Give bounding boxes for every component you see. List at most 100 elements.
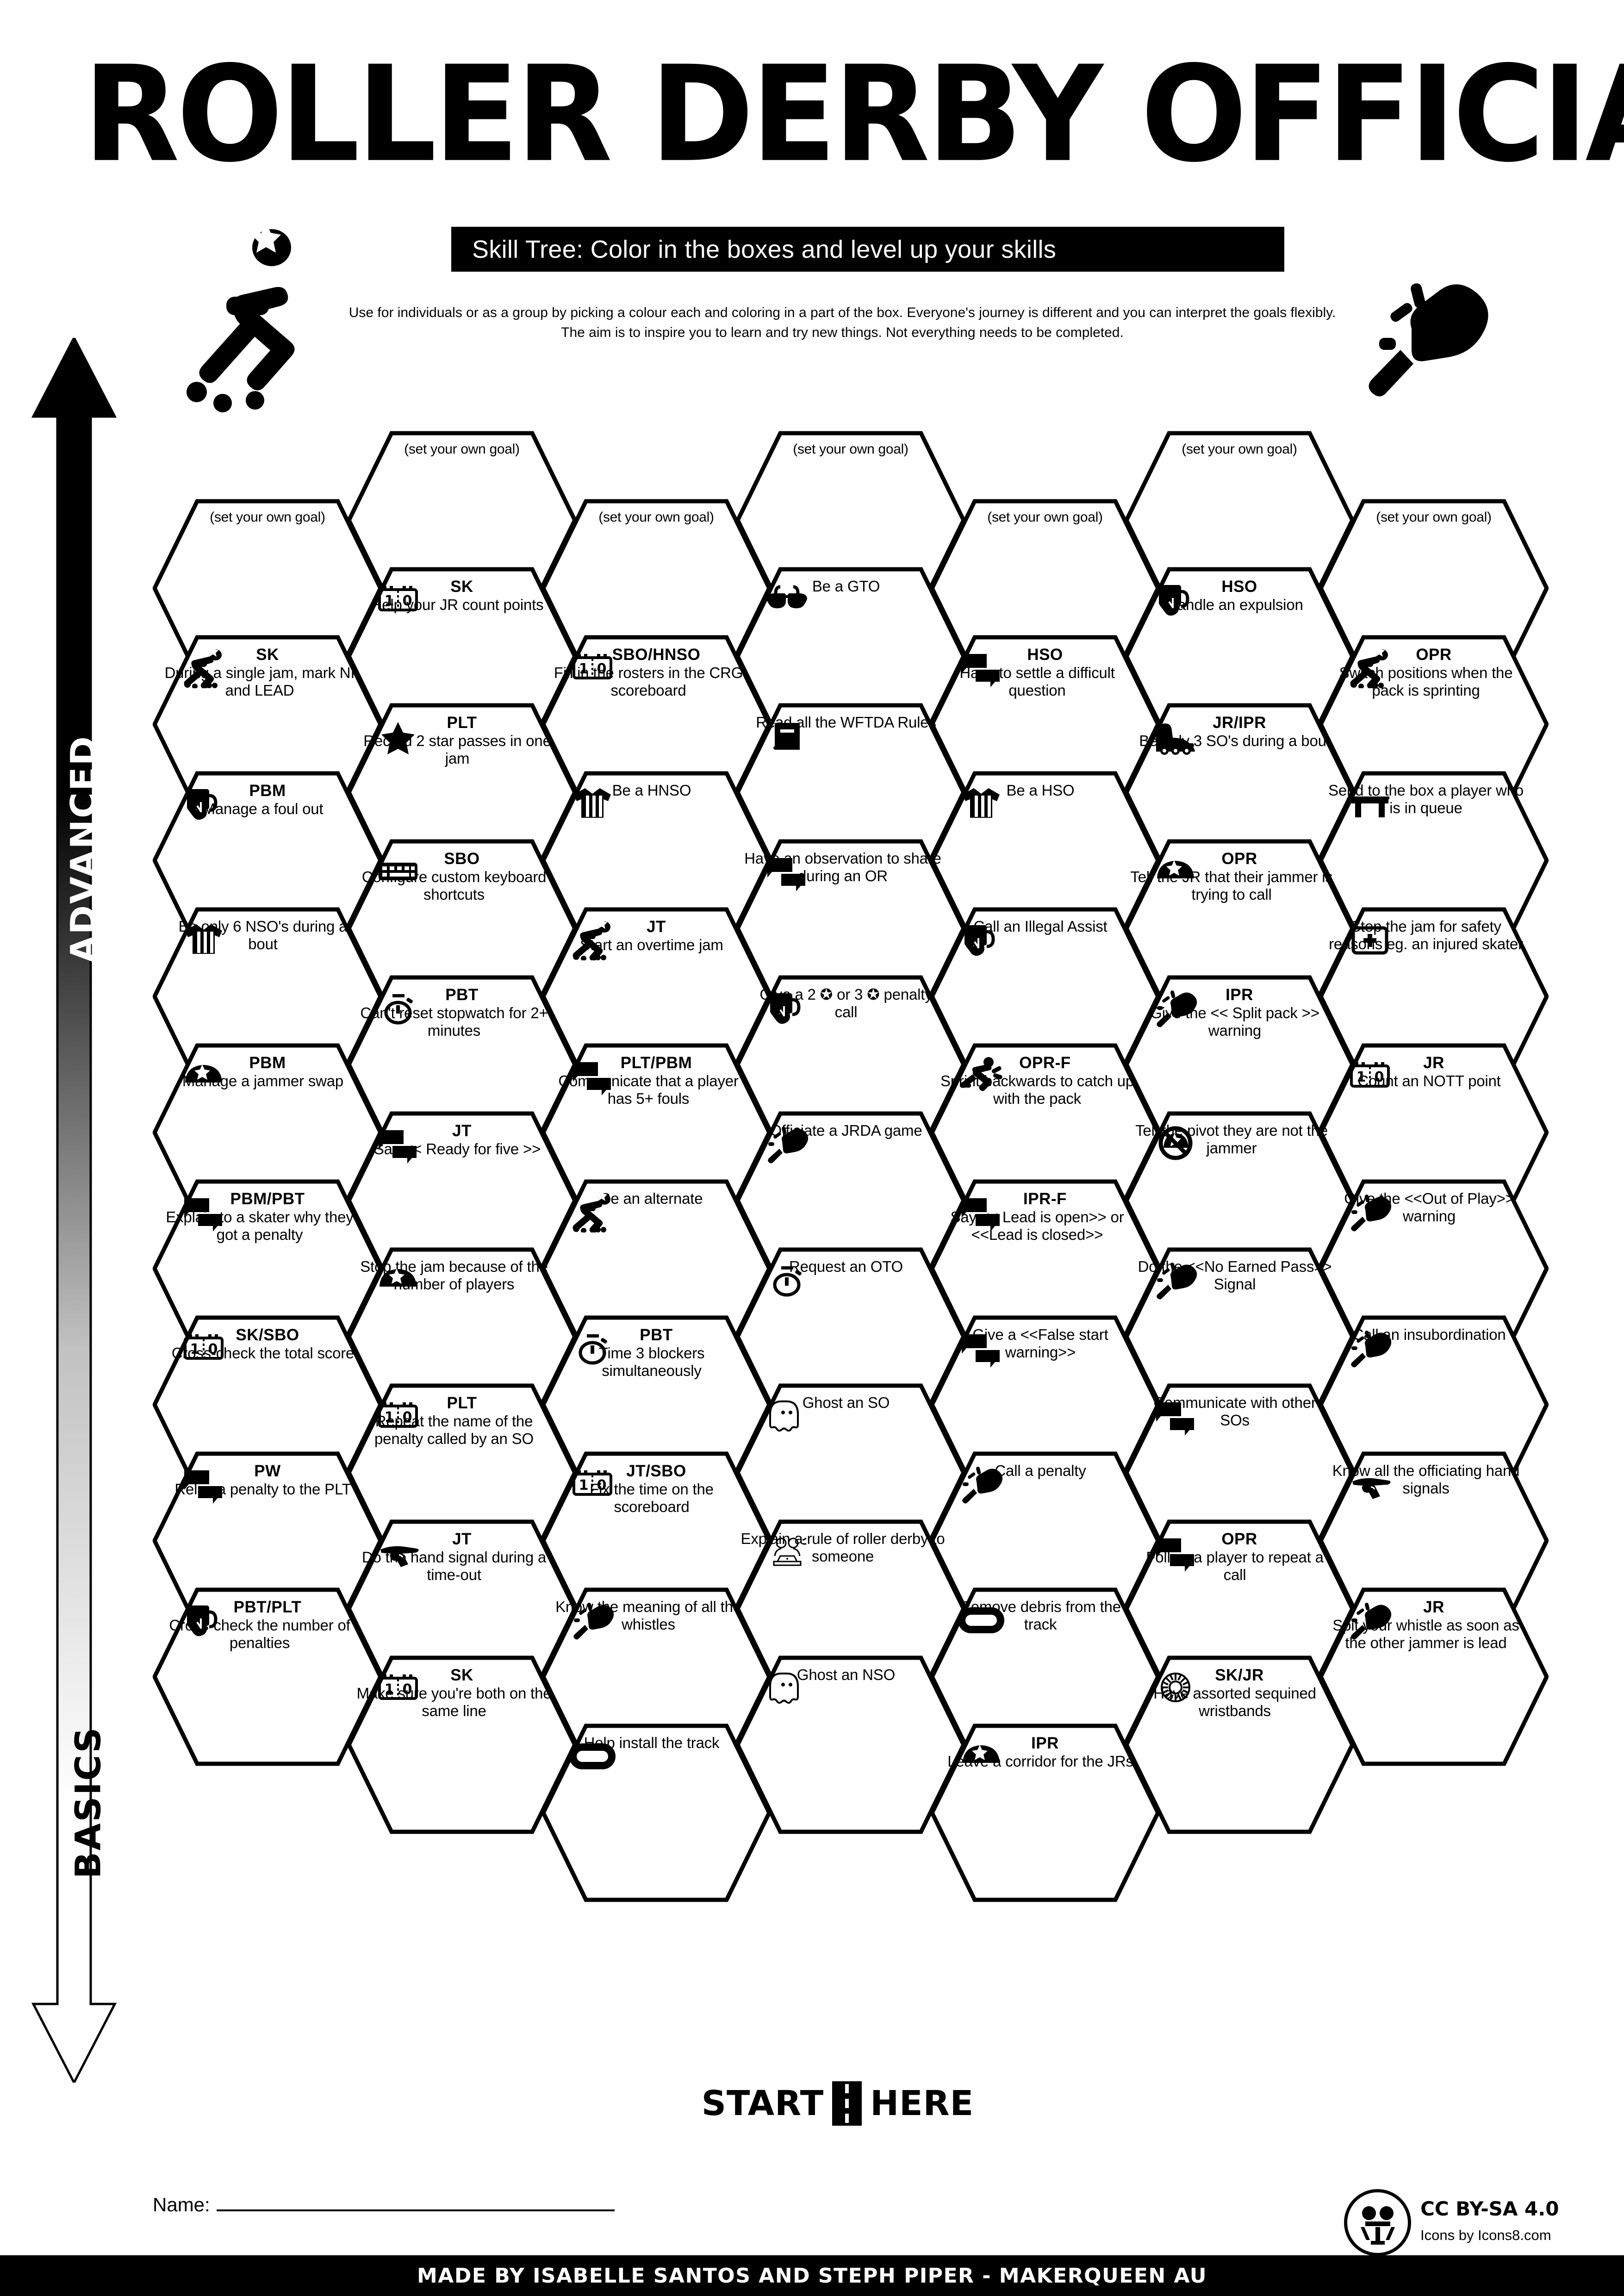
skill-role-label: SK bbox=[450, 1666, 473, 1684]
svg-text:0: 0 bbox=[403, 593, 412, 609]
skill-hex-c6-r10[interactable]: SK/JR Have assorted sequined wristbands bbox=[1125, 1654, 1354, 1836]
svg-text:0: 0 bbox=[597, 1477, 607, 1493]
skill-task-text: Manage a foul out bbox=[202, 800, 324, 817]
skill-hex-c4-r4[interactable]: Have an observation to share during an O… bbox=[736, 838, 965, 1019]
footer-credit: MADE BY ISABELLE SANTOS AND STEPH PIPER … bbox=[0, 2255, 1624, 2296]
skill-hex-c6-r2[interactable]: HSO Handle an expulsion bbox=[1125, 566, 1354, 747]
skill-hex-c4-r10[interactable]: Ghost an NSO bbox=[736, 1654, 965, 1836]
skill-hex-c1-r3[interactable]: PBM Manage a foul out bbox=[153, 770, 382, 951]
skill-role-label: PBT bbox=[445, 986, 479, 1004]
skill-hex-c2-r10[interactable]: SK Make sure you're both on the same line… bbox=[347, 1654, 577, 1836]
license-badge: CC BY-SA 4.0 bbox=[1420, 2197, 1559, 2220]
skill-role-label: PLT bbox=[447, 714, 477, 732]
skill-hex-c2-r8[interactable]: PLT Repeat the name of the penalty called… bbox=[347, 1382, 577, 1563]
skill-hex-c4-r6[interactable]: Officiate a JRDA game bbox=[736, 1110, 965, 1291]
skill-hex-c4-r2[interactable]: Be a GTO bbox=[736, 566, 965, 747]
skill-task-text: Request an OTO bbox=[789, 1258, 903, 1275]
skill-task-text: Start an overtime jam bbox=[580, 936, 723, 953]
skill-hex-c1-r4[interactable]: Be only 6 NSO's during a bout bbox=[153, 906, 382, 1087]
skill-role-label: SK bbox=[450, 578, 473, 596]
skill-hex-c7-r4[interactable]: Stop the jam for safety reasons eg. an i… bbox=[1319, 906, 1549, 1087]
skill-task-text: Make sure you're both on the same line bbox=[356, 1684, 552, 1720]
skill-hex-c4-r9[interactable]: Explain a rule of roller derby to someon… bbox=[736, 1518, 965, 1699]
skill-hex-c6-r6[interactable]: Tell the pivot they are not the jammer bbox=[1125, 1110, 1354, 1291]
skill-task-text: Can't reset stopwatch for 2+ minutes bbox=[360, 1004, 548, 1039]
svg-text:1: 1 bbox=[190, 1341, 200, 1357]
svg-text:0: 0 bbox=[597, 661, 607, 677]
svg-text:1: 1 bbox=[579, 661, 589, 677]
skill-hex-c6-r1[interactable]: (set your own goal) bbox=[1125, 429, 1354, 611]
skill-hex-c4-r7[interactable]: Request an OTO bbox=[736, 1246, 965, 1427]
skill-hex-c1-r2[interactable]: SK During a single jam, mark NI and LEAD bbox=[153, 634, 382, 815]
skill-role-label: OPR bbox=[1221, 1530, 1257, 1548]
skill-hex-c6-r5[interactable]: IPR Give the << Split pack >> warning bbox=[1125, 974, 1354, 1155]
skill-task-text: Stop the jam for safety reasons eg. an i… bbox=[1329, 918, 1523, 953]
skill-hex-c6-r4[interactable]: OPR Tell the JR that their jammer is tryi… bbox=[1125, 838, 1354, 1019]
skill-task-text: Know the meaning of all the whistles bbox=[555, 1598, 741, 1633]
skill-role-label: JR/IPR bbox=[1213, 714, 1266, 732]
svg-text:0: 0 bbox=[403, 1681, 412, 1698]
creative-commons-icon bbox=[1344, 2189, 1411, 2256]
skill-hex-c1-r8[interactable]: PW Relay a penalty to the PLT bbox=[153, 1450, 382, 1631]
skill-hex-c5-r9[interactable]: Remove debris from the track bbox=[930, 1586, 1160, 1767]
skill-task-text: Do the <<No Earned Pass>> Signal bbox=[1138, 1258, 1332, 1293]
skill-hex-c6-r3[interactable]: JR/IPR Be only 3 SO's during a bout bbox=[1125, 702, 1354, 883]
skill-task-text: Give the <<Out of Play>> warning bbox=[1344, 1190, 1514, 1225]
svg-text:1: 1 bbox=[579, 1477, 589, 1493]
skill-role-label: JR bbox=[1423, 1054, 1444, 1072]
skill-hex-c7-r3[interactable]: Send to the box a player who is in queue bbox=[1319, 770, 1549, 951]
skill-task-text: Ghost an NSO bbox=[796, 1666, 896, 1683]
skill-hex-c1-r7[interactable]: SK/SBO Cross-check the total score 1 0 bbox=[153, 1314, 382, 1495]
skill-hex-c2-r6[interactable]: JT Say << Ready for five >> bbox=[347, 1110, 577, 1291]
skill-hex-c6-r8[interactable]: Communicate with other SOs bbox=[1125, 1382, 1354, 1563]
instructions-paragraph: Use for individuals or as a group by pic… bbox=[348, 305, 1336, 340]
skill-hex-c3-r10[interactable]: Help install the track bbox=[541, 1722, 771, 1904]
skill-hex-c2-r5[interactable]: PBT Can't reset stopwatch for 2+ minutes bbox=[347, 974, 577, 1155]
skill-role-label: JT bbox=[452, 1122, 472, 1140]
set-own-goal-label: (set your own goal) bbox=[1182, 442, 1297, 457]
svg-text:1: 1 bbox=[385, 593, 394, 609]
start-here-marker: START HERE bbox=[662, 2078, 1014, 2129]
name-field-row[interactable]: Name: bbox=[153, 2194, 615, 2216]
skill-hex-c1-r9[interactable]: PBT/PLT Cross-check the number of penalti… bbox=[153, 1586, 382, 1767]
skill-hex-c5-r2[interactable]: HSO Have to settle a difficult question bbox=[930, 634, 1160, 815]
skill-role-label: SBO bbox=[444, 850, 480, 868]
svg-text:0: 0 bbox=[403, 1409, 412, 1425]
skill-role-label: PLT/PBM bbox=[620, 1054, 692, 1072]
svg-text:1: 1 bbox=[1356, 1069, 1366, 1085]
skill-hex-c5-r5[interactable]: OPR-F Sprint backwards to catch up with t… bbox=[930, 1042, 1160, 1223]
skill-role-label: PBT/PLT bbox=[233, 1598, 302, 1616]
skill-hex-c5-r10[interactable]: IPR Leave a corridor for the JRs bbox=[930, 1722, 1160, 1904]
skill-role-label: PW bbox=[254, 1462, 281, 1480]
set-own-goal-label: (set your own goal) bbox=[404, 442, 520, 457]
skill-task-text: Be an alternate bbox=[600, 1190, 703, 1207]
skill-role-label: OPR bbox=[1221, 850, 1257, 868]
icons-credit: Icons by Icons8.com bbox=[1420, 2227, 1551, 2243]
skill-role-label: JR bbox=[1423, 1598, 1444, 1616]
whistle-decoration-icon bbox=[1356, 259, 1495, 417]
svg-text:0: 0 bbox=[208, 1341, 218, 1357]
skater-decoration-icon bbox=[164, 220, 317, 428]
skill-task-text: Explain to a skater why they got a penal… bbox=[166, 1208, 354, 1244]
name-input[interactable] bbox=[216, 2209, 615, 2211]
skill-hex-c2-r2[interactable]: SK Help your JR count points 1 0 bbox=[347, 566, 577, 747]
skill-task-text: Be a HSO bbox=[1006, 782, 1075, 799]
skill-role-label: SK bbox=[256, 646, 279, 664]
skill-role-label: PBT bbox=[640, 1326, 673, 1344]
skill-task-text: Know all the officiating hand signals bbox=[1332, 1462, 1520, 1497]
skill-hex-c3-r5[interactable]: PLT/PBM Communicate that a player has 5+ … bbox=[541, 1042, 771, 1223]
skill-task-text: Ghost an SO bbox=[802, 1394, 890, 1411]
skill-hex-c5-r6[interactable]: IPR-F Say << Lead is open>> or <<Lead is … bbox=[930, 1178, 1160, 1359]
skill-role-label: SK/JR bbox=[1215, 1666, 1264, 1684]
skill-hex-c3-r9[interactable]: Know the meaning of all the whistles bbox=[541, 1586, 771, 1767]
skill-hex-c3-r4[interactable]: JT Start an overtime jam bbox=[541, 906, 771, 1087]
license-block: CC BY-SA 4.0 Icons by Icons8.com bbox=[1300, 2189, 1596, 2259]
skill-role-label: PLT bbox=[447, 1394, 477, 1412]
set-own-goal-label: (set your own goal) bbox=[987, 510, 1103, 525]
skill-hex-c7-r9[interactable]: JR Spit your whistle as soon as the other… bbox=[1319, 1586, 1549, 1767]
skill-role-label: PBM bbox=[249, 1054, 286, 1072]
start-label: START bbox=[701, 2084, 824, 2123]
set-own-goal-label: (set your own goal) bbox=[598, 510, 714, 525]
skill-hex-c6-r9[interactable]: OPR Follow a player to repeat a call bbox=[1125, 1518, 1354, 1699]
skill-task-text: Fix the time on the scoreboard bbox=[590, 1480, 714, 1516]
